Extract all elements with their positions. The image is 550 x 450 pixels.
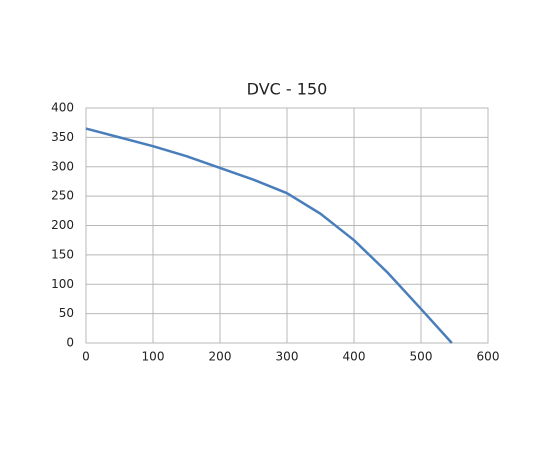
y-tick-label: 350	[51, 130, 74, 144]
y-tick-label: 400	[51, 101, 74, 115]
x-tick-label: 200	[209, 350, 232, 364]
y-tick-label: 50	[59, 306, 74, 320]
y-tick-label: 300	[51, 159, 74, 173]
y-tick-label: 250	[51, 189, 74, 203]
chart-title: DVC - 150	[247, 80, 328, 99]
x-tick-label: 0	[82, 350, 90, 364]
x-tick-label: 300	[276, 350, 299, 364]
x-tick-label: 600	[477, 350, 500, 364]
x-tick-label: 500	[410, 350, 433, 364]
x-tick-label: 400	[343, 350, 366, 364]
y-tick-label: 150	[51, 247, 74, 261]
y-tick-label: 0	[66, 336, 74, 350]
x-tick-label: 100	[142, 350, 165, 364]
y-tick-label: 100	[51, 277, 74, 291]
y-tick-label: 200	[51, 218, 74, 232]
data-line	[85, 127, 453, 344]
